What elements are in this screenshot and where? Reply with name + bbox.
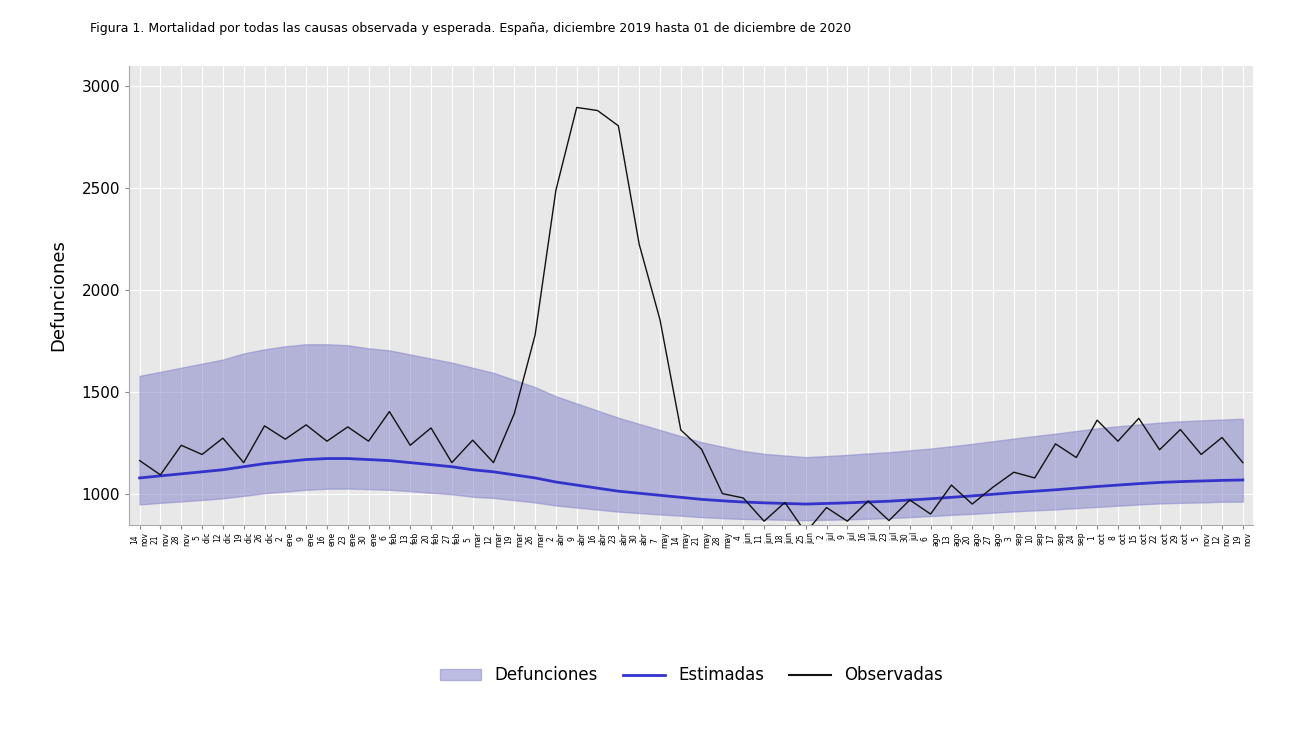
Y-axis label: Defunciones: Defunciones <box>49 239 67 351</box>
Text: Figura 1. Mortalidad por todas las causas observada y esperada. España, diciembr: Figura 1. Mortalidad por todas las causa… <box>90 22 851 35</box>
Legend: Defunciones, Estimadas, Observadas: Defunciones, Estimadas, Observadas <box>433 660 950 691</box>
